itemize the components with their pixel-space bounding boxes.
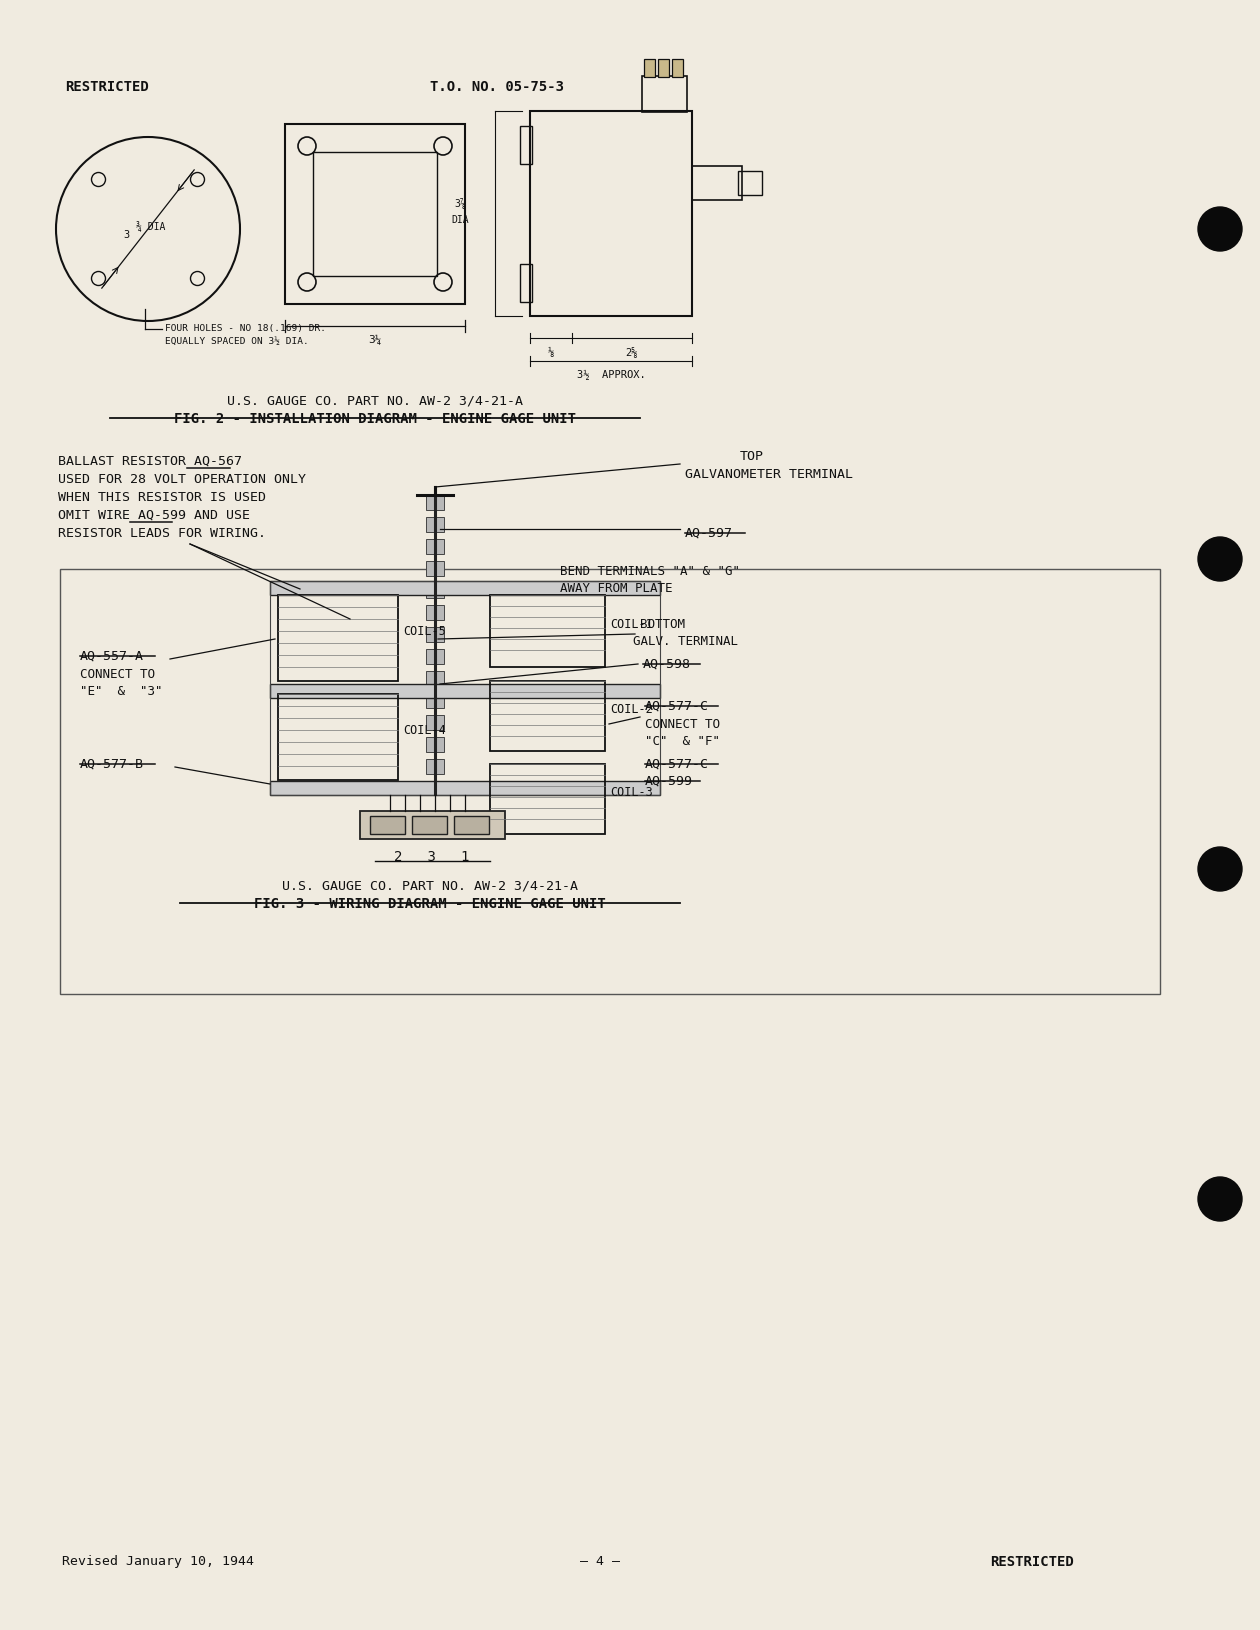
Bar <box>644 60 655 78</box>
Bar <box>426 650 444 665</box>
Text: OMIT WIRE AQ-599 AND USE: OMIT WIRE AQ-599 AND USE <box>58 509 249 522</box>
Text: RESISTOR LEADS FOR WIRING.: RESISTOR LEADS FOR WIRING. <box>58 526 266 540</box>
Bar <box>454 817 489 835</box>
Text: BALLAST RESISTOR AQ-567: BALLAST RESISTOR AQ-567 <box>58 455 242 468</box>
Bar <box>426 672 444 686</box>
Text: T.O. NO. 05-75-3: T.O. NO. 05-75-3 <box>430 80 564 95</box>
Bar <box>672 60 683 78</box>
Bar <box>520 264 532 303</box>
Text: U.S. GAUGE CO. PART NO. AW-2 3/4-21-A: U.S. GAUGE CO. PART NO. AW-2 3/4-21-A <box>282 880 578 893</box>
Bar <box>738 171 762 196</box>
Bar <box>312 153 437 277</box>
Text: GALV. TERMINAL: GALV. TERMINAL <box>633 634 738 647</box>
Text: ⅛: ⅛ <box>548 347 554 357</box>
Bar <box>426 628 444 642</box>
Circle shape <box>1198 848 1242 892</box>
Text: AQ-597: AQ-597 <box>685 526 733 540</box>
Text: 2⅝: 2⅝ <box>626 347 639 357</box>
Bar <box>278 595 398 681</box>
Text: TOP: TOP <box>740 450 764 463</box>
Text: U.S. GAUGE CO. PART NO. AW-2 3/4-21-A: U.S. GAUGE CO. PART NO. AW-2 3/4-21-A <box>227 394 523 408</box>
Circle shape <box>1198 209 1242 253</box>
Bar <box>426 562 444 577</box>
Text: COIL-2: COIL-2 <box>610 703 653 716</box>
Text: ¾ DIA: ¾ DIA <box>136 222 165 231</box>
Bar <box>370 817 404 835</box>
Text: CONNECT TO: CONNECT TO <box>645 717 719 730</box>
Text: 3: 3 <box>123 230 129 240</box>
Bar <box>426 518 444 533</box>
Text: COIL-5: COIL-5 <box>403 624 446 637</box>
Text: FIG. 3 - WIRING DIAGRAM - ENGINE GAGE UNIT: FIG. 3 - WIRING DIAGRAM - ENGINE GAGE UN… <box>255 897 606 911</box>
Bar <box>643 77 687 112</box>
Bar <box>426 716 444 730</box>
Text: 2   3   1: 2 3 1 <box>394 849 470 864</box>
Bar <box>426 606 444 621</box>
Circle shape <box>1198 538 1242 582</box>
Bar <box>490 681 605 751</box>
Bar <box>692 166 742 200</box>
Bar <box>426 584 444 598</box>
Bar <box>426 760 444 774</box>
Text: AQ-557-A: AQ-557-A <box>79 650 144 662</box>
Text: CONNECT TO: CONNECT TO <box>79 668 155 681</box>
Text: COIL-3: COIL-3 <box>610 786 653 799</box>
Text: RESTRICTED: RESTRICTED <box>66 80 149 95</box>
Text: USED FOR 28 VOLT OPERATION ONLY: USED FOR 28 VOLT OPERATION ONLY <box>58 473 306 486</box>
Text: Revised January 10, 1944: Revised January 10, 1944 <box>62 1553 255 1566</box>
Text: FOUR HOLES - NO 18(.169) DR.: FOUR HOLES - NO 18(.169) DR. <box>165 324 326 333</box>
Bar <box>412 817 447 835</box>
Text: AQ-577-B: AQ-577-B <box>79 758 144 771</box>
Text: FIG. 2 - INSTALLATION DIAGRAM - ENGINE GAGE UNIT: FIG. 2 - INSTALLATION DIAGRAM - ENGINE G… <box>174 412 576 425</box>
Text: AQ-577-C: AQ-577-C <box>645 758 709 771</box>
Text: AQ-577-C: AQ-577-C <box>645 699 709 712</box>
Bar <box>490 764 605 835</box>
Bar <box>270 582 660 595</box>
Text: RESTRICTED: RESTRICTED <box>990 1553 1074 1568</box>
Bar <box>490 595 605 668</box>
Bar <box>530 112 692 316</box>
Bar <box>426 540 444 554</box>
Bar <box>60 569 1160 994</box>
Bar <box>278 694 398 781</box>
Text: BOTTOM: BOTTOM <box>640 618 685 631</box>
Text: — 4 —: — 4 — <box>580 1553 620 1566</box>
Circle shape <box>1198 1177 1242 1221</box>
Bar <box>658 60 669 78</box>
Text: AQ-599: AQ-599 <box>645 774 693 787</box>
Bar <box>360 812 505 839</box>
Text: COIL-1: COIL-1 <box>610 618 653 631</box>
Bar <box>426 496 444 510</box>
Text: DIA: DIA <box>451 215 469 225</box>
Text: EQUALLY SPACED ON 3½ DIA.: EQUALLY SPACED ON 3½ DIA. <box>165 337 309 346</box>
Bar <box>426 694 444 709</box>
Bar <box>270 582 660 795</box>
Bar <box>270 781 660 795</box>
Bar <box>270 685 660 699</box>
Text: WHEN THIS RESISTOR IS USED: WHEN THIS RESISTOR IS USED <box>58 491 266 504</box>
Text: 3½  APPROX.: 3½ APPROX. <box>577 370 645 380</box>
Text: "E"  &  "3": "E" & "3" <box>79 685 163 698</box>
Bar <box>520 127 532 165</box>
Bar <box>285 126 465 305</box>
Text: GALVANOMETER TERMINAL: GALVANOMETER TERMINAL <box>685 468 853 481</box>
Text: "C"  & "F": "C" & "F" <box>645 735 719 748</box>
Text: COIL-4: COIL-4 <box>403 724 446 737</box>
Text: 3¼: 3¼ <box>368 334 382 346</box>
Text: AQ-598: AQ-598 <box>643 657 690 670</box>
Text: 3⅞: 3⅞ <box>454 199 466 209</box>
Bar <box>426 737 444 753</box>
Text: BEND TERMINALS "A" & "G": BEND TERMINALS "A" & "G" <box>559 564 740 577</box>
Text: AWAY FROM PLATE: AWAY FROM PLATE <box>559 582 673 595</box>
